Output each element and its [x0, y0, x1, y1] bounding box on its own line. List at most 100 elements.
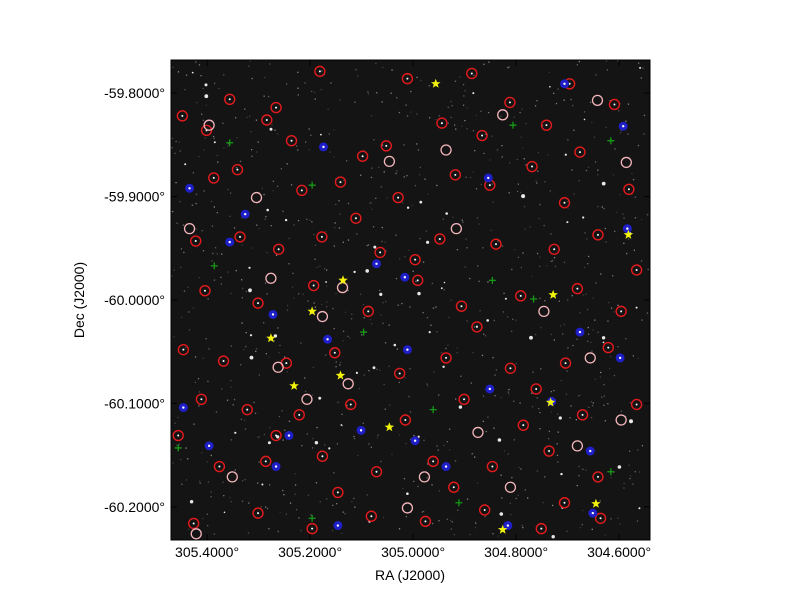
point-red-circle-core [222, 360, 225, 363]
point-red-circle-core [522, 424, 525, 427]
point-red-circle [241, 403, 253, 416]
background-speck [465, 238, 467, 240]
background-speck [278, 352, 280, 354]
background-speck [597, 174, 599, 176]
point-red-circle-core [181, 114, 184, 117]
background-speck [471, 453, 473, 455]
background-speck [397, 304, 399, 306]
point-blue-dot-core [618, 356, 622, 360]
background-speck [572, 104, 574, 107]
background-speck [464, 90, 466, 92]
background-speck [493, 319, 495, 322]
point-red-circle-core [463, 398, 466, 401]
background-star [373, 245, 377, 249]
background-speck [608, 302, 610, 304]
background-speck [517, 256, 520, 258]
point-red-circle [272, 243, 285, 256]
background-speck [175, 140, 177, 143]
point-yellow-star [497, 524, 508, 534]
background-speck [369, 319, 372, 321]
background-speck [426, 317, 429, 319]
background-speck [469, 277, 471, 280]
point-blue-dot-core [578, 330, 582, 334]
background-speck [508, 393, 510, 395]
background-speck [297, 220, 300, 222]
background-speck [273, 340, 275, 342]
background-speck [562, 333, 564, 335]
background-speck [296, 145, 298, 147]
background-speck [179, 150, 181, 152]
background-speck [531, 406, 534, 408]
background-speck [516, 158, 518, 161]
background-speck [560, 379, 562, 382]
background-speck [582, 509, 584, 512]
background-speck [540, 327, 542, 329]
point-red-circle-core [275, 106, 278, 109]
background-speck [622, 213, 624, 215]
point-blue-dot-core [487, 176, 490, 180]
point-yellow-star [623, 229, 634, 239]
point-red-circle [252, 297, 264, 309]
background-speck [314, 91, 316, 93]
background-star [261, 483, 264, 486]
background-speck [554, 265, 557, 267]
background-speck [198, 155, 200, 158]
point-blue-dot-core [182, 406, 185, 409]
background-speck [452, 216, 454, 218]
point-red-circle [213, 460, 226, 473]
background-speck [593, 136, 596, 138]
background-speck [286, 371, 288, 373]
background-star [583, 118, 586, 121]
point-red-circle [350, 212, 362, 224]
background-speck [207, 298, 209, 300]
background-speck [605, 60, 608, 62]
background-speck [603, 207, 605, 210]
point-red-circle [380, 140, 392, 152]
background-speck [200, 75, 202, 77]
background-speck [603, 384, 605, 386]
background-star [325, 281, 327, 283]
background-speck [263, 322, 265, 324]
background-speck [233, 398, 236, 401]
background-speck [563, 99, 565, 101]
background-star [419, 200, 423, 204]
image-panel [171, 60, 650, 540]
background-speck [589, 101, 592, 103]
point-red-circle-core [454, 173, 457, 176]
point-red-circle [285, 134, 298, 147]
background-speck [483, 333, 485, 335]
background-speck [421, 511, 423, 513]
background-speck [358, 387, 360, 390]
background-speck [641, 319, 643, 321]
background-speck [240, 364, 242, 366]
background-speck [604, 420, 606, 422]
background-speck [329, 151, 331, 153]
background-speck [646, 214, 649, 216]
point-red-circle [419, 515, 432, 528]
x-tick-label: 304.6000° [587, 544, 651, 560]
background-speck [382, 302, 384, 304]
background-speck [217, 161, 219, 163]
background-speck [450, 100, 452, 103]
background-speck [331, 529, 334, 532]
background-speck [171, 147, 173, 149]
point-red-circle [455, 300, 468, 312]
background-speck [351, 313, 353, 315]
background-speck [370, 202, 372, 204]
point-red-circle [615, 305, 627, 318]
background-speck [450, 116, 452, 119]
point-red-circle-core [265, 119, 268, 121]
background-star [582, 216, 585, 219]
background-speck [567, 299, 569, 301]
background-speck [235, 117, 237, 119]
background-speck [520, 191, 522, 193]
background-speck [227, 143, 230, 145]
background-speck [229, 496, 231, 499]
background-star [406, 206, 410, 209]
background-speck [335, 361, 337, 363]
background-speck [538, 407, 540, 410]
point-red-circle-core [576, 287, 579, 290]
point-red-circle [187, 517, 200, 530]
background-speck [438, 115, 440, 117]
background-speck [328, 133, 330, 135]
